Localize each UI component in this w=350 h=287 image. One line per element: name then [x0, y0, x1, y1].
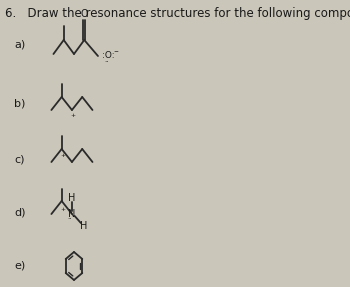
Text: N: N — [68, 209, 76, 219]
Text: $^{+}$: $^{+}$ — [61, 152, 67, 162]
Text: $^{-}$: $^{-}$ — [113, 48, 119, 57]
Text: d): d) — [14, 208, 26, 217]
Text: O: O — [80, 9, 88, 19]
Text: ··: ·· — [68, 216, 72, 222]
Text: ··: ·· — [104, 59, 108, 65]
Text: e): e) — [14, 261, 26, 270]
Text: $^{+}$: $^{+}$ — [60, 207, 66, 216]
Text: b): b) — [14, 98, 26, 108]
Text: a): a) — [14, 40, 26, 49]
Text: $^{+}$: $^{+}$ — [70, 113, 77, 121]
Text: H: H — [80, 221, 87, 231]
Text: :O:: :O: — [102, 51, 115, 61]
Text: c): c) — [14, 154, 25, 164]
Text: 6.   Draw the resonance structures for the following compound.: 6. Draw the resonance structures for the… — [6, 7, 350, 20]
Text: H: H — [68, 193, 76, 203]
